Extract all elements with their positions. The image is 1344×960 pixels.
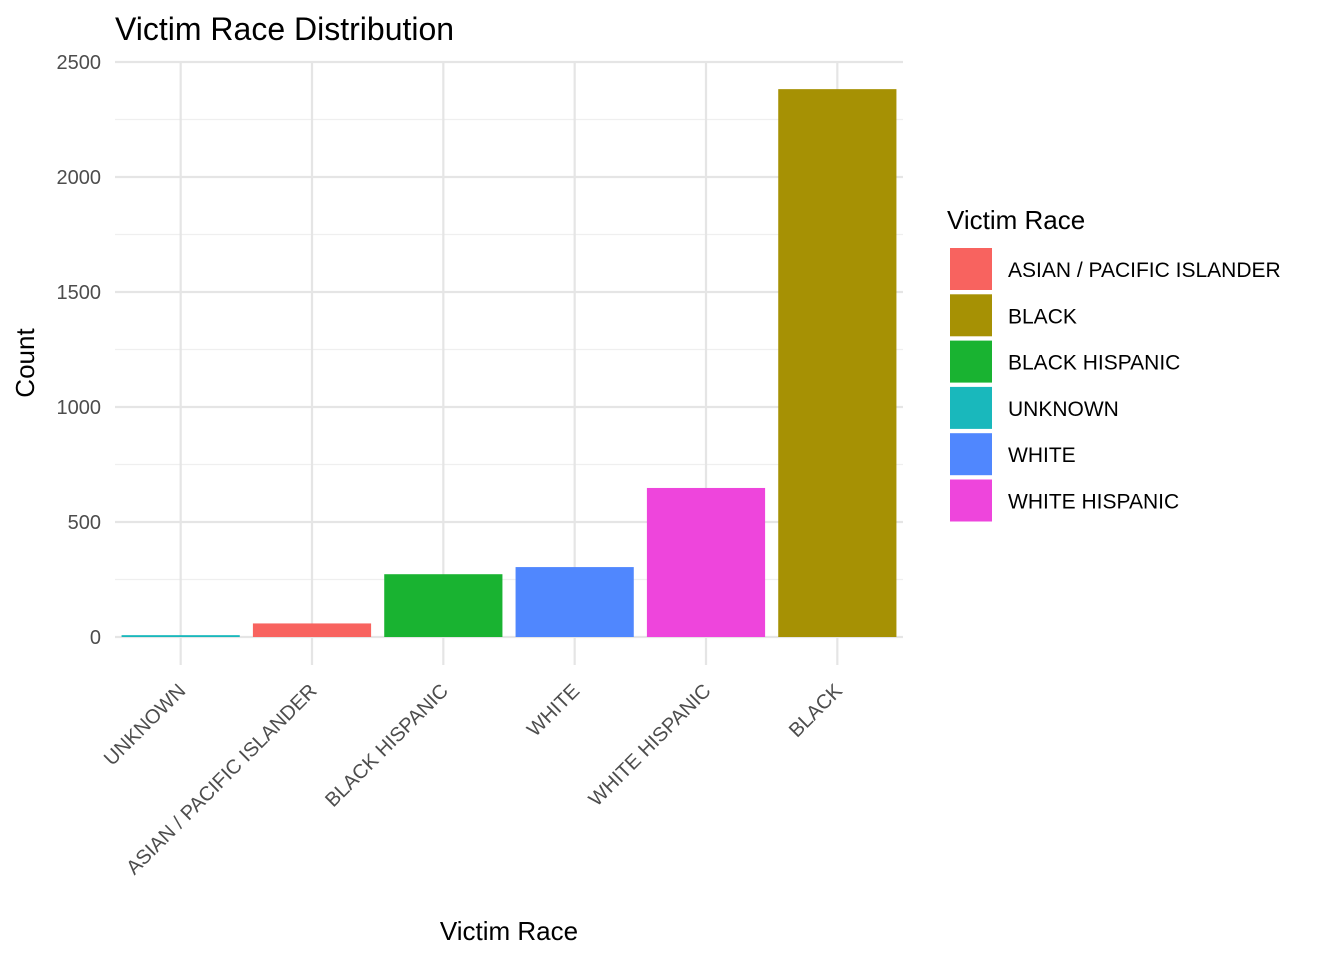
- y-axis-ticks: 0 500 1000 1500 2000 2500: [57, 52, 102, 649]
- legend-title: Victim Race: [947, 205, 1085, 235]
- bar: [384, 574, 503, 637]
- y-axis-title: Count: [10, 328, 40, 398]
- bar: [646, 487, 766, 637]
- bar: [515, 567, 634, 637]
- legend-swatch: [950, 340, 992, 383]
- legend-swatch: [950, 248, 992, 290]
- legend: Victim Race ASIAN / PACIFIC ISLANDER BLAC…: [947, 205, 1281, 522]
- bar: [252, 623, 372, 637]
- legend-label: WHITE: [1008, 444, 1076, 467]
- y-tick-label: 0: [90, 627, 101, 649]
- bar: [121, 635, 240, 637]
- legend-swatch: [950, 294, 992, 337]
- y-tick-label: 500: [68, 512, 101, 534]
- x-axis-title: Victim Race: [440, 916, 578, 946]
- bar: [778, 89, 897, 637]
- x-tick-label: BLACK: [785, 680, 847, 742]
- x-tick-label: WHITE: [523, 680, 584, 741]
- bars: [121, 89, 897, 637]
- y-tick-label: 1500: [57, 282, 102, 304]
- x-tick-label: UNKNOWN: [100, 680, 190, 770]
- legend-label: ASIAN / PACIFIC ISLANDER: [1008, 259, 1281, 282]
- legend-label: BLACK: [1008, 305, 1077, 328]
- y-tick-label: 2500: [57, 52, 102, 74]
- x-tick-label: WHITE HISPANIC: [585, 680, 716, 811]
- legend-swatch: [950, 479, 992, 522]
- legend-label: BLACK HISPANIC: [1008, 352, 1180, 375]
- legend-swatch: [950, 433, 992, 476]
- y-tick-label: 1000: [57, 397, 102, 419]
- x-tick-label: BLACK HISPANIC: [321, 680, 453, 812]
- legend-swatch: [950, 386, 992, 429]
- chart-title: Victim Race Distribution: [115, 11, 454, 47]
- y-tick-label: 2000: [57, 167, 102, 189]
- legend-label: UNKNOWN: [1008, 398, 1119, 421]
- legend-label: WHITE HISPANIC: [1008, 491, 1179, 514]
